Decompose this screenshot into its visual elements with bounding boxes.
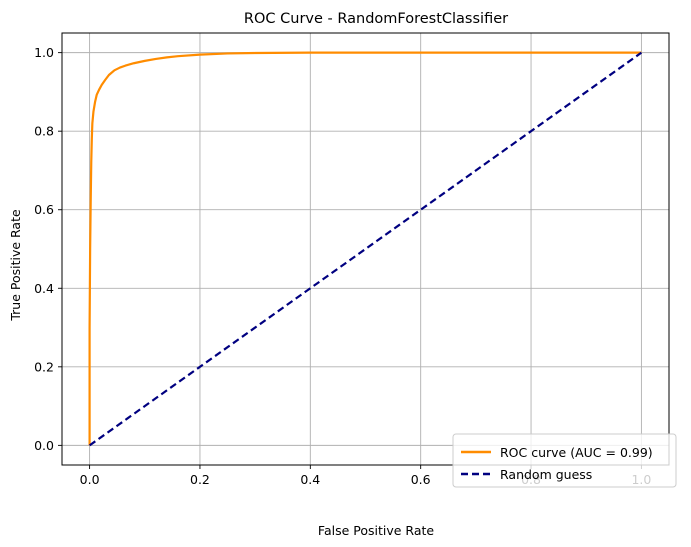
x-tick-label: 0.2 [190,472,210,487]
random-guess-line [88,51,643,447]
y-axis-label: True Positive Rate [8,209,23,322]
legend-label-random: Random guess [500,467,592,482]
legend-box [452,433,677,488]
y-tick-label: 0.4 [34,281,54,296]
y-tick-label: 0.0 [34,438,54,453]
y-tick-label: 0.6 [34,202,54,217]
plot-area [88,51,643,447]
x-axis-label: False Positive Rate [318,523,434,538]
grid [62,33,669,465]
legend-label-roc: ROC curve (AUC = 0.99) [500,445,653,460]
legend: ROC curve (AUC = 0.99) Random guess [452,433,677,488]
chart-title: ROC Curve - RandomForestClassifier [244,11,508,27]
roc-curve-line [88,51,642,446]
y-tick-label: 1.0 [34,45,54,60]
x-tick-label: 0.0 [80,472,100,487]
y-tick-label: 0.2 [34,359,54,374]
x-tick-label: 0.4 [300,472,320,487]
axes-frame [61,32,670,466]
y-tick-label: 0.8 [34,124,54,139]
x-tick-label: 0.6 [411,472,431,487]
